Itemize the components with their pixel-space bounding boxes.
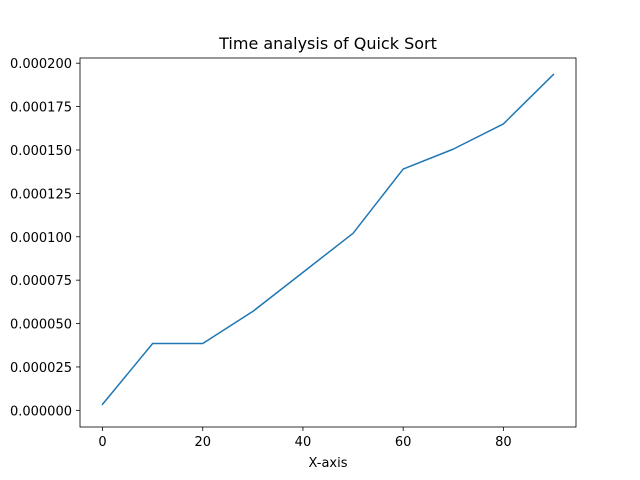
y-tick-label: 0.000075 [10, 274, 72, 289]
y-tick-label: 0.000025 [10, 361, 72, 376]
x-tick-label: 80 [495, 435, 512, 450]
y-tick-label: 0.000125 [10, 187, 72, 202]
chart-title: Time analysis of Quick Sort [218, 34, 437, 53]
y-axis: 0.000000 0.000025 0.000050 0.000075 0.000100… [10, 57, 80, 419]
x-tick-label: 20 [194, 435, 211, 450]
plot-area [79, 57, 577, 428]
x-tick-label: 60 [395, 435, 412, 450]
y-tick-label: 0.000150 [10, 144, 72, 159]
y-tick-label: 0.000000 [10, 404, 72, 419]
x-axis-label: X-axis [309, 456, 348, 471]
series-line-0 [101, 73, 555, 406]
y-tick-label: 0.000200 [10, 57, 72, 72]
y-tick-label: 0.000175 [10, 101, 72, 116]
axes-frame [79, 57, 577, 428]
y-tick-label: 0.000050 [10, 318, 72, 333]
x-tick-label: 0 [98, 435, 106, 450]
x-axis: 0 20 40 60 80 [98, 427, 512, 450]
y-tick-label: 0.000100 [10, 231, 72, 246]
x-tick-label: 40 [295, 435, 312, 450]
